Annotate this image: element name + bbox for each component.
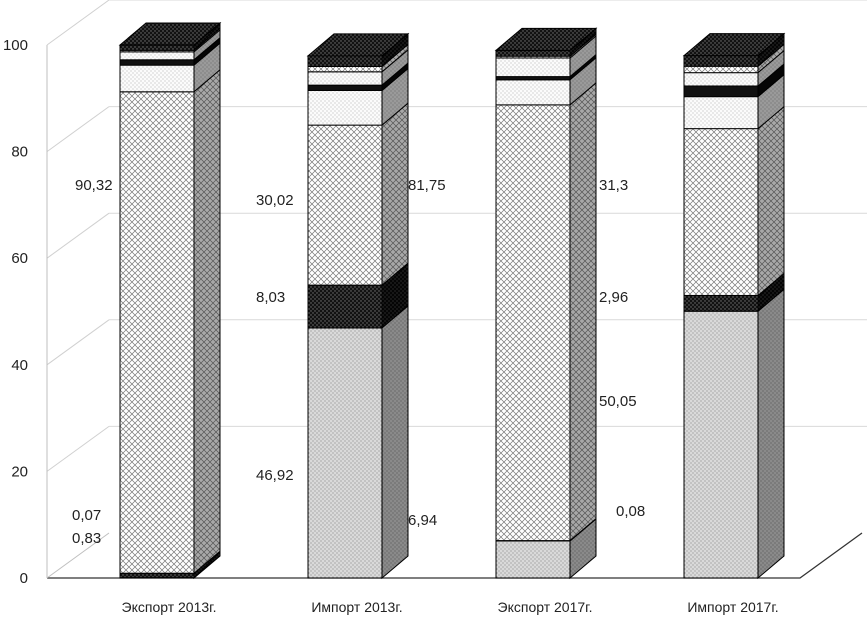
data-label: 90,32 xyxy=(75,177,113,194)
data-label: 2,96 xyxy=(599,289,628,306)
x-tick-label: Экспорт 2013г. xyxy=(122,599,217,615)
bar-segment xyxy=(683,294,759,312)
x-tick-label: Импорт 2017г. xyxy=(687,599,778,615)
bar-segment xyxy=(307,71,383,86)
data-label: 46,92 xyxy=(256,467,294,484)
bar-segment xyxy=(495,79,571,106)
bar-segment xyxy=(307,327,383,579)
data-label: 81,75 xyxy=(408,177,446,194)
data-label: 0,08 xyxy=(616,503,645,520)
bars xyxy=(118,21,786,580)
bar-top xyxy=(682,33,786,57)
data-label: 0,07 xyxy=(72,507,101,524)
bar-segment xyxy=(119,51,195,61)
bar-segment xyxy=(683,310,759,579)
y-tick-label: 40 xyxy=(11,357,28,374)
bar-segment xyxy=(307,284,383,329)
bar-segment xyxy=(119,44,195,51)
bar-segment xyxy=(495,57,571,78)
bar-segment xyxy=(683,72,759,87)
x-tick-label: Импорт 2013г. xyxy=(311,599,402,615)
bar-segment xyxy=(307,55,383,67)
bar-segment-side xyxy=(381,102,409,287)
data-label: 50,05 xyxy=(599,393,637,410)
bar-segment-side xyxy=(193,68,221,575)
data-label: 30,02 xyxy=(256,192,294,209)
bar-segment xyxy=(307,65,383,73)
gridline-diag xyxy=(46,0,110,46)
bar-segment xyxy=(683,128,759,296)
bar-top xyxy=(306,33,410,57)
bar-top xyxy=(494,27,598,51)
data-label: 6,94 xyxy=(408,512,437,529)
bar-segment xyxy=(307,124,383,286)
bar-segment xyxy=(119,64,195,93)
gridline-diag xyxy=(46,425,110,472)
bar-segment-side xyxy=(757,105,785,297)
data-label: 0,83 xyxy=(72,530,101,547)
axes: 0 20 40 60 80 100 Экспорт 2013г. Импорт 2013г. Э… xyxy=(3,37,863,615)
y-tick-label: 0 xyxy=(20,570,28,587)
floor-edge xyxy=(47,532,863,579)
gridline-diag xyxy=(46,319,110,366)
gridline-diag xyxy=(46,106,110,153)
bar-segment xyxy=(683,96,759,130)
bar-segment-side xyxy=(381,304,409,580)
bar-segment xyxy=(683,65,759,74)
gridline-diag xyxy=(46,212,110,259)
y-tick-label: 20 xyxy=(11,463,28,480)
bar-segment xyxy=(495,49,571,57)
data-labels: 0,07 0,83 90,32 46,92 8,03 30,02 6,94 0,08 81,75… xyxy=(72,177,645,547)
bar-segment xyxy=(119,572,195,579)
bar-top xyxy=(118,22,222,46)
bar-segment-side xyxy=(757,288,785,580)
y-tick-label: 100 xyxy=(3,37,28,54)
bar-segment xyxy=(683,55,759,67)
bar-segment xyxy=(495,104,571,542)
bar-segment-side xyxy=(569,81,597,542)
bar-segment xyxy=(307,84,383,91)
x-tick-label: Экспорт 2017г. xyxy=(498,599,593,615)
bar-segment xyxy=(119,59,195,66)
bar-segment xyxy=(683,85,759,98)
bar-segment xyxy=(307,89,383,126)
bar-segment xyxy=(495,540,571,579)
y-tick-label: 80 xyxy=(11,144,28,161)
data-label: 8,03 xyxy=(256,289,285,306)
bar-segment xyxy=(119,91,195,574)
data-label: 31,3 xyxy=(599,177,628,194)
floor-back-edge xyxy=(46,532,110,579)
y-tick-label: 60 xyxy=(11,250,28,267)
